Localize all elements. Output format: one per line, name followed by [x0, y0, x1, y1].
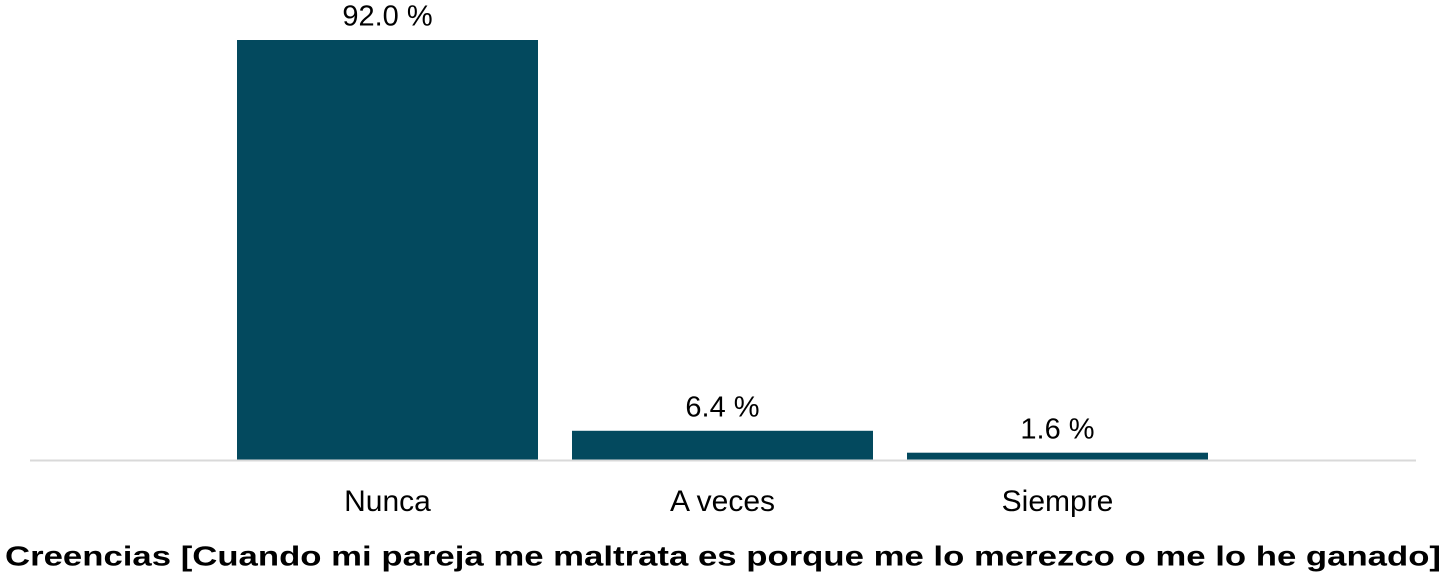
bar [237, 40, 538, 460]
value-label: 6.4 % [685, 391, 759, 423]
x-tick-label: Nunca [344, 485, 431, 518]
value-label: 1.6 % [1020, 413, 1094, 445]
x-tick-label: A veces [670, 485, 775, 518]
bar [907, 452, 1208, 460]
bar [572, 430, 873, 460]
x-tick-label: Siempre [1002, 485, 1114, 518]
x-axis-label: Creencias [Cuando mi pareja me maltrata … [5, 540, 1441, 571]
value-label: 92.0 % [342, 1, 432, 33]
